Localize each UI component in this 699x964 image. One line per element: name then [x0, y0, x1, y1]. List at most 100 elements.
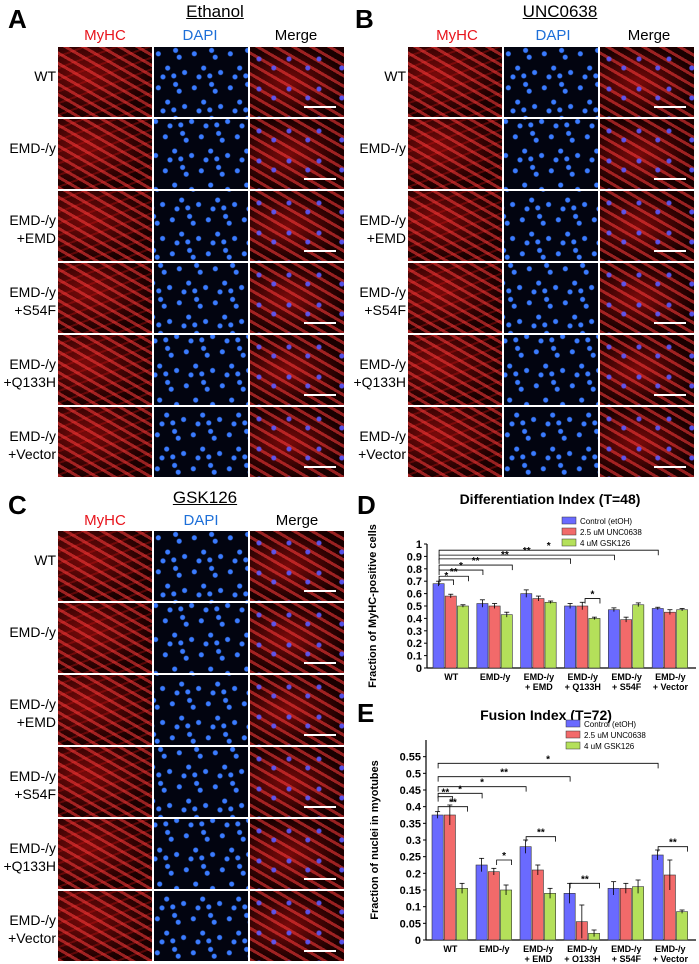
y-tick-label: 0.5 — [407, 601, 422, 613]
bar — [619, 888, 632, 941]
bar — [488, 605, 501, 669]
row-label: EMD-/y — [9, 624, 56, 640]
micrograph-merge — [600, 191, 694, 261]
bar — [564, 605, 576, 669]
micrograph-dapi — [154, 47, 248, 117]
panel-a-title: Ethanol — [186, 2, 244, 21]
micrograph-dapi — [154, 819, 248, 889]
panel-letter-b: B — [355, 4, 374, 34]
bar — [532, 598, 545, 669]
scale-bar — [654, 394, 686, 396]
significance-label: ** — [500, 768, 508, 779]
x-tick-label: EMD-/y — [480, 672, 511, 682]
micrograph-dapi — [154, 263, 248, 333]
bar — [519, 846, 532, 941]
col-head-myhc-b: MyHC — [436, 27, 478, 44]
panel-letter-d: D — [357, 490, 376, 520]
scale-bar — [654, 322, 686, 324]
micrograph-dapi — [154, 335, 248, 405]
bar — [456, 888, 468, 941]
scale-bar — [304, 106, 336, 108]
significance-bracket — [437, 792, 483, 799]
significance-bracket — [437, 796, 454, 802]
row-label: EMD-/y +Vector — [358, 428, 406, 462]
scale-bar — [654, 106, 686, 108]
row-label: WT — [384, 68, 406, 84]
legend-swatch — [565, 741, 581, 750]
y-tick-label: 0.1 — [406, 902, 421, 914]
y-tick-label: 0.05 — [400, 918, 421, 930]
significance-bracket — [437, 762, 659, 769]
bar — [651, 608, 664, 669]
significance-label: * — [546, 754, 550, 765]
micrograph-merge — [250, 531, 344, 601]
legend-swatch — [561, 538, 577, 547]
micrograph-myhc — [408, 335, 502, 405]
micrograph-merge — [250, 747, 344, 817]
y-tick-label: 0.5 — [406, 768, 421, 780]
micrograph-dapi — [154, 747, 248, 817]
micrograph-dapi — [504, 263, 598, 333]
micrograph-myhc — [58, 407, 152, 477]
micrograph-myhc — [58, 531, 152, 601]
micrograph-myhc — [58, 747, 152, 817]
micrograph-myhc — [58, 603, 152, 673]
significance-bracket — [438, 575, 469, 582]
significance-bracket — [437, 806, 468, 812]
micrograph-dapi — [154, 531, 248, 601]
y-tick-label: 0.1 — [407, 651, 422, 663]
significance-label: * — [502, 851, 506, 862]
significance-bracket — [438, 549, 659, 556]
x-tick-label: WT — [444, 672, 458, 682]
panel-letter-c: C — [8, 490, 27, 520]
bar — [500, 889, 512, 941]
micrograph-dapi — [154, 891, 248, 961]
micrograph-myhc — [58, 819, 152, 889]
x-tick-label: EMD-/y — [479, 944, 510, 954]
y-tick-label: 0.3 — [406, 835, 421, 847]
micrograph-merge — [250, 191, 344, 261]
y-tick-label: 0.4 — [406, 802, 422, 814]
bar — [443, 814, 456, 941]
micrograph-myhc — [408, 407, 502, 477]
micrograph-dapi — [504, 335, 598, 405]
row-label: EMD-/y — [9, 140, 56, 156]
col-head-dapi-c: DAPI — [183, 512, 219, 529]
micrograph-merge — [250, 891, 344, 961]
micrograph-myhc — [408, 119, 502, 189]
y-tick-label: 0 — [415, 935, 421, 947]
row-label: EMD-/y — [359, 140, 406, 156]
col-head-merge-b: Merge — [627, 27, 671, 44]
x-tick-label: + S54F — [612, 682, 642, 692]
image-grid-c — [58, 531, 344, 961]
micrograph-merge — [600, 47, 694, 117]
scale-bar — [304, 734, 336, 736]
significance-bracket — [438, 579, 454, 585]
x-tick-label: EMD-/y — [611, 672, 642, 682]
scale-bar — [654, 178, 686, 180]
bar — [544, 893, 556, 941]
bar — [576, 605, 589, 669]
row-label: EMD-/y +Q133H — [3, 840, 56, 874]
row-label: WT — [34, 552, 56, 568]
x-tick-label: EMD-/y — [524, 672, 555, 682]
scale-bar — [304, 322, 336, 324]
y-tick-label: 0.2 — [407, 638, 422, 650]
micrograph-merge — [600, 263, 694, 333]
y-axis-label: Fraction of nuclei in myotubes — [369, 760, 381, 920]
fusion-index-chart: Fusion Index (T=72)Control (etOH) 2.5 uM … — [369, 707, 696, 962]
x-tick-label: + EMD — [524, 954, 552, 962]
micrograph-merge — [250, 603, 344, 673]
micrograph-merge — [250, 47, 344, 117]
y-tick-label: 0.3 — [407, 626, 422, 638]
y-tick-label: 0.7 — [407, 576, 422, 588]
col-head-merge-a: Merge — [274, 27, 318, 44]
y-tick-label: 0.55 — [400, 752, 421, 764]
x-tick-label: EMD-/y — [655, 672, 686, 682]
scale-bar — [304, 950, 336, 952]
y-tick-label: 0.4 — [407, 613, 423, 625]
significance-bracket — [496, 859, 512, 865]
legend-entry: 4 uM GSK126 — [584, 742, 635, 751]
significance-label: * — [459, 561, 463, 572]
bar — [664, 611, 676, 669]
